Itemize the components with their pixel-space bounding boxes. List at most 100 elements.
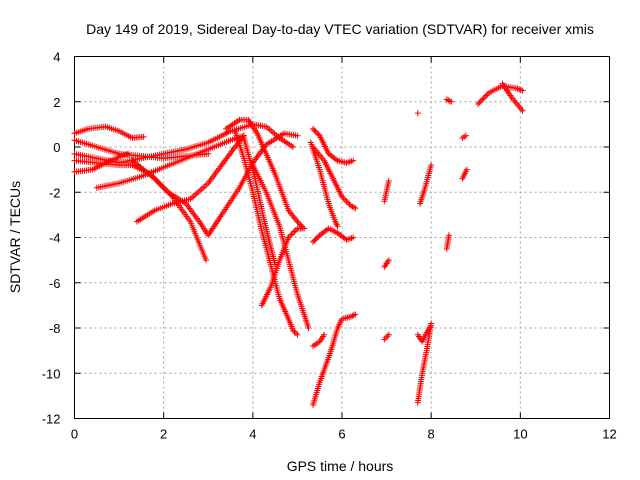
data-point	[203, 257, 210, 264]
track-17	[310, 144, 359, 212]
data-point	[445, 97, 452, 104]
track-5	[71, 150, 131, 175]
data-point	[315, 131, 322, 138]
data-point	[483, 92, 490, 99]
data-point	[334, 223, 341, 230]
data-point	[414, 110, 421, 117]
track-32	[499, 80, 526, 114]
data-point	[474, 101, 481, 108]
data-point	[310, 239, 317, 246]
track-23	[381, 331, 392, 343]
data-point	[159, 183, 166, 190]
track-27	[443, 232, 452, 252]
data-point	[321, 331, 328, 338]
isolated-points	[414, 110, 421, 117]
y-tick-label: 2	[53, 95, 60, 110]
data-point	[385, 257, 392, 264]
data-point	[428, 322, 435, 329]
data-point	[292, 330, 299, 337]
data-point	[125, 150, 131, 157]
data-point	[294, 218, 301, 225]
y-tick-label: -8	[49, 321, 61, 336]
x-tick-label: 6	[338, 427, 345, 442]
data-point	[311, 237, 318, 244]
data-point	[154, 178, 161, 185]
data-point	[350, 312, 357, 319]
data-point	[163, 187, 170, 194]
data-point	[352, 205, 359, 212]
data-point	[289, 144, 296, 150]
data-point	[312, 236, 319, 243]
data-point	[343, 198, 350, 205]
data-point	[294, 331, 301, 338]
x-axis-label: GPS time / hours	[287, 458, 394, 474]
y-tick-label: 0	[53, 140, 60, 155]
data-point	[446, 232, 452, 239]
data-point	[153, 177, 160, 184]
data-point	[156, 180, 163, 187]
track-24	[417, 162, 435, 207]
data-point	[333, 220, 340, 227]
data-point	[519, 87, 526, 94]
data-point	[385, 331, 392, 338]
data-marks	[71, 80, 526, 408]
data-point	[350, 157, 357, 164]
data-point	[480, 95, 487, 102]
y-tick-label: 4	[53, 50, 60, 65]
data-point	[311, 127, 318, 134]
data-point	[350, 204, 357, 211]
y-tick-label: -10	[42, 366, 61, 381]
x-tick-label: 0	[71, 427, 78, 442]
data-point	[289, 229, 296, 236]
data-point	[292, 226, 299, 233]
axis-ticks	[74, 56, 610, 419]
track-15	[310, 125, 357, 166]
data-point	[481, 93, 488, 100]
data-point	[479, 96, 486, 103]
x-tick-label: 2	[160, 427, 167, 442]
track-11	[232, 128, 301, 338]
data-point	[162, 186, 169, 193]
track-22	[381, 257, 392, 270]
track-19	[310, 331, 328, 350]
track-30	[459, 166, 470, 182]
x-tick-label: 10	[513, 427, 527, 442]
data-point	[312, 128, 319, 135]
y-tick-label: -12	[42, 412, 61, 427]
data-point	[519, 107, 526, 114]
data-point	[157, 181, 164, 188]
y-tick-label: -2	[49, 185, 61, 200]
data-point	[314, 234, 321, 241]
data-point	[484, 91, 491, 98]
track-9	[133, 132, 247, 225]
data-point	[384, 333, 391, 340]
data-point	[310, 125, 317, 132]
track-26	[414, 322, 435, 345]
data-point	[333, 156, 340, 163]
data-point	[428, 162, 435, 169]
data-point	[352, 311, 359, 318]
data-point	[140, 133, 147, 140]
track-14	[258, 225, 305, 309]
data-point	[463, 166, 470, 173]
data-point	[462, 132, 469, 139]
y-tick-label: -4	[49, 231, 61, 246]
chart-title: Day 149 of 2019, Sidereal Day-to-day VTE…	[86, 21, 594, 37]
track-29	[459, 132, 469, 141]
data-point	[477, 98, 484, 105]
track-20	[310, 311, 359, 408]
track-8	[129, 157, 210, 264]
data-point	[382, 334, 389, 341]
track-10	[223, 116, 308, 232]
track-1	[71, 123, 147, 141]
data-point	[385, 177, 392, 184]
data-point	[288, 231, 295, 238]
track-18	[310, 225, 357, 246]
data-point	[294, 132, 301, 139]
data-point	[295, 220, 302, 227]
data-point	[344, 199, 351, 206]
data-point	[381, 336, 388, 343]
data-point	[476, 99, 483, 106]
data-point	[448, 98, 455, 105]
